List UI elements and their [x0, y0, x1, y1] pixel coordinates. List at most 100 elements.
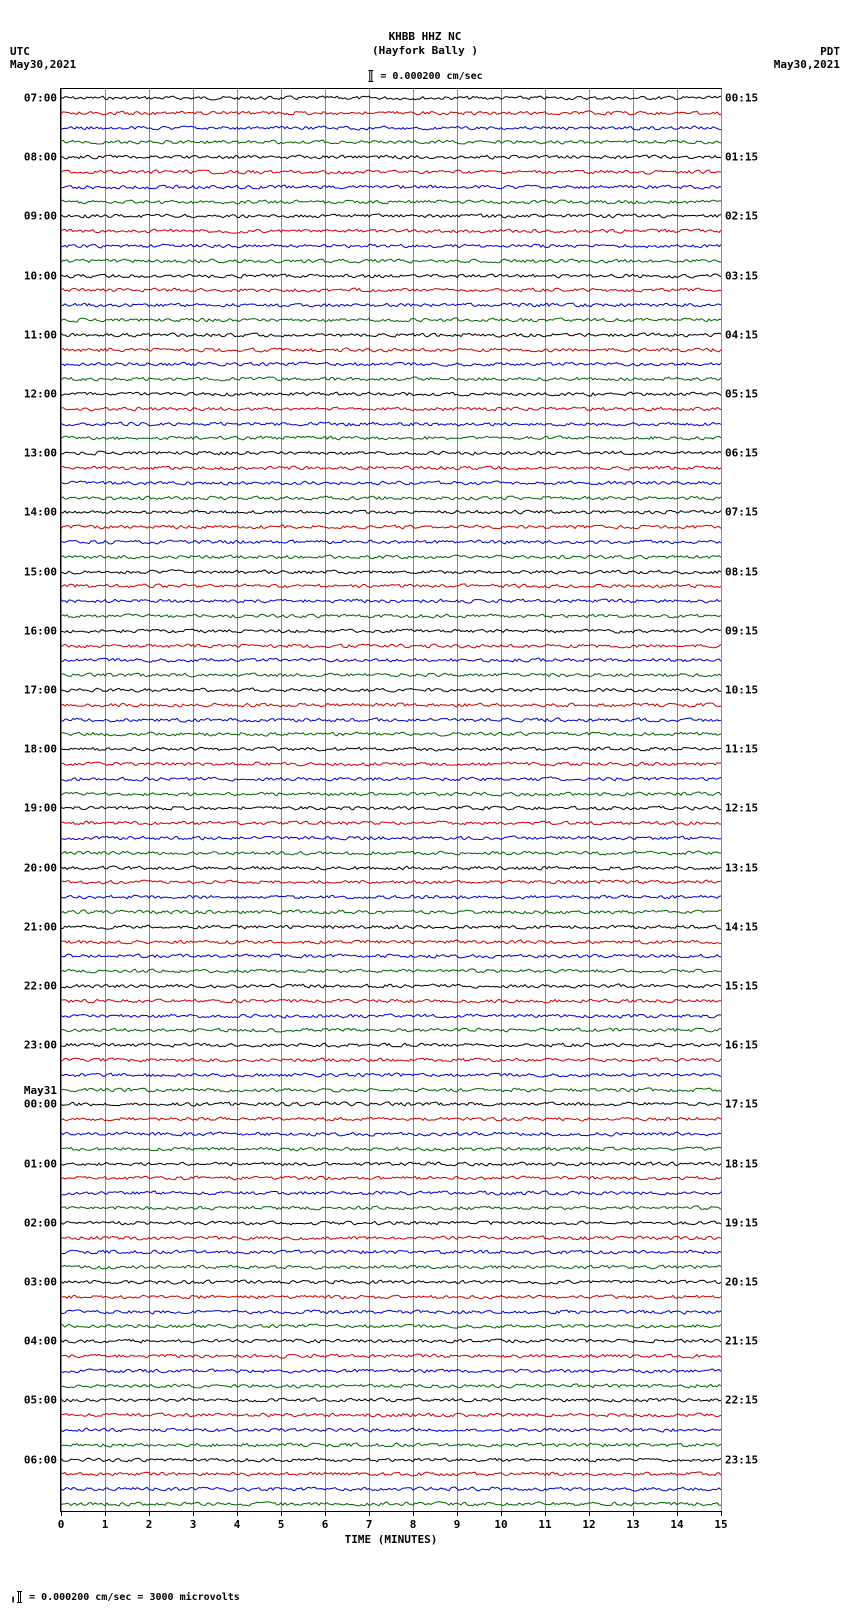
utc-time-label: 06:00	[24, 1453, 57, 1466]
pdt-time-label: 15:15	[725, 980, 758, 993]
seismogram-trace	[61, 609, 721, 623]
seismogram-trace	[61, 239, 721, 253]
seismogram-trace	[61, 150, 721, 164]
seismogram-trace	[61, 1408, 721, 1422]
tz-left: UTC	[10, 45, 30, 58]
seismogram-trace	[61, 861, 721, 875]
x-tick	[457, 1511, 458, 1516]
date-left: May30,2021	[10, 58, 76, 71]
pdt-time-label: 23:15	[725, 1453, 758, 1466]
seismogram-trace	[61, 579, 721, 593]
x-tick-label: 13	[626, 1518, 639, 1531]
seismogram-trace	[61, 491, 721, 505]
x-tick	[501, 1511, 502, 1516]
x-tick-label: 8	[410, 1518, 417, 1531]
pdt-time-label: 22:15	[725, 1394, 758, 1407]
seismogram-trace	[61, 1260, 721, 1274]
x-tick	[193, 1511, 194, 1516]
x-tick-label: 11	[538, 1518, 551, 1531]
utc-time-label: 04:00	[24, 1335, 57, 1348]
x-tick	[325, 1511, 326, 1516]
utc-time-label: 15:00	[24, 565, 57, 578]
scale-text: = 0.000200 cm/sec	[380, 71, 482, 82]
seismogram-trace	[61, 1467, 721, 1481]
seismogram-trace	[61, 387, 721, 401]
x-tick-label: 0	[58, 1518, 65, 1531]
seismogram-trace	[61, 639, 721, 653]
header: KHBB HHZ NC (Hayfork Bally )	[0, 30, 850, 58]
pdt-time-label: 07:15	[725, 506, 758, 519]
x-tick	[721, 1511, 722, 1516]
helicorder-container: KHBB HHZ NC (Hayfork Bally ) UTC PDT May…	[0, 0, 850, 1613]
pdt-time-label: 05:15	[725, 388, 758, 401]
seismogram-trace	[61, 1393, 721, 1407]
seismogram-trace	[61, 1216, 721, 1230]
seismogram-trace	[61, 787, 721, 801]
x-tick-label: 14	[670, 1518, 683, 1531]
seismogram-trace	[61, 269, 721, 283]
x-tick-label: 5	[278, 1518, 285, 1531]
seismogram-trace	[61, 1157, 721, 1171]
seismogram-trace	[61, 1497, 721, 1511]
utc-time-label: 18:00	[24, 743, 57, 756]
x-tick	[105, 1511, 106, 1516]
x-tick-label: 1	[102, 1518, 109, 1531]
x-axis-title: TIME (MINUTES)	[345, 1533, 438, 1546]
seismogram-trace	[61, 742, 721, 756]
seismogram-trace	[61, 505, 721, 519]
utc-time-label: 21:00	[24, 920, 57, 933]
seismogram-trace	[61, 1023, 721, 1037]
seismogram-trace	[61, 224, 721, 238]
seismogram-trace	[61, 1171, 721, 1185]
seismogram-trace	[61, 1112, 721, 1126]
seismogram-trace	[61, 106, 721, 120]
station-code: KHBB HHZ NC	[0, 30, 850, 44]
footer-text: = 0.000200 cm/sec = 3000 microvolts	[29, 1592, 240, 1603]
utc-time-label: 20:00	[24, 861, 57, 874]
utc-time-label: 10:00	[24, 269, 57, 282]
seismogram-trace	[61, 949, 721, 963]
pdt-time-label: 09:15	[725, 624, 758, 637]
x-tick	[149, 1511, 150, 1516]
seismogram-trace	[61, 431, 721, 445]
seismogram-trace	[61, 1305, 721, 1319]
seismogram-trace	[61, 772, 721, 786]
seismogram-trace	[61, 713, 721, 727]
seismogram-trace	[61, 1423, 721, 1437]
utc-time-label: 11:00	[24, 328, 57, 341]
seismogram-trace	[61, 357, 721, 371]
pdt-time-label: 20:15	[725, 1276, 758, 1289]
scale-info: = 0.000200 cm/sec	[367, 70, 482, 82]
seismogram-trace	[61, 446, 721, 460]
seismogram-trace	[61, 846, 721, 860]
footer-scale: ╻ = 0.000200 cm/sec = 3000 microvolts	[10, 1591, 240, 1603]
seismogram-trace	[61, 890, 721, 904]
seismogram-trace	[61, 964, 721, 978]
utc-time-label: 17:00	[24, 684, 57, 697]
seismogram-trace	[61, 594, 721, 608]
utc-time-label: 19:00	[24, 802, 57, 815]
seismogram-trace	[61, 1038, 721, 1052]
pdt-time-label: 11:15	[725, 743, 758, 756]
x-tick	[633, 1511, 634, 1516]
station-location: (Hayfork Bally )	[0, 44, 850, 58]
pdt-time-label: 12:15	[725, 802, 758, 815]
grid-line-v	[721, 89, 722, 1511]
pdt-time-label: 01:15	[725, 151, 758, 164]
seismogram-trace	[61, 520, 721, 534]
utc-time-label: 22:00	[24, 980, 57, 993]
seismogram-trace	[61, 1186, 721, 1200]
utc-time-label: 05:00	[24, 1394, 57, 1407]
scale-bar-icon	[369, 70, 372, 82]
seismogram-trace	[61, 165, 721, 179]
utc-time-label: 02:00	[24, 1216, 57, 1229]
x-tick	[589, 1511, 590, 1516]
seismogram-trace	[61, 550, 721, 564]
seismogram-trace	[61, 683, 721, 697]
seismogram-trace	[61, 1349, 721, 1363]
seismogram-trace	[61, 1453, 721, 1467]
seismogram-trace	[61, 565, 721, 579]
pdt-time-label: 21:15	[725, 1335, 758, 1348]
pdt-time-label: 00:15	[725, 92, 758, 105]
seismogram-trace	[61, 1053, 721, 1067]
